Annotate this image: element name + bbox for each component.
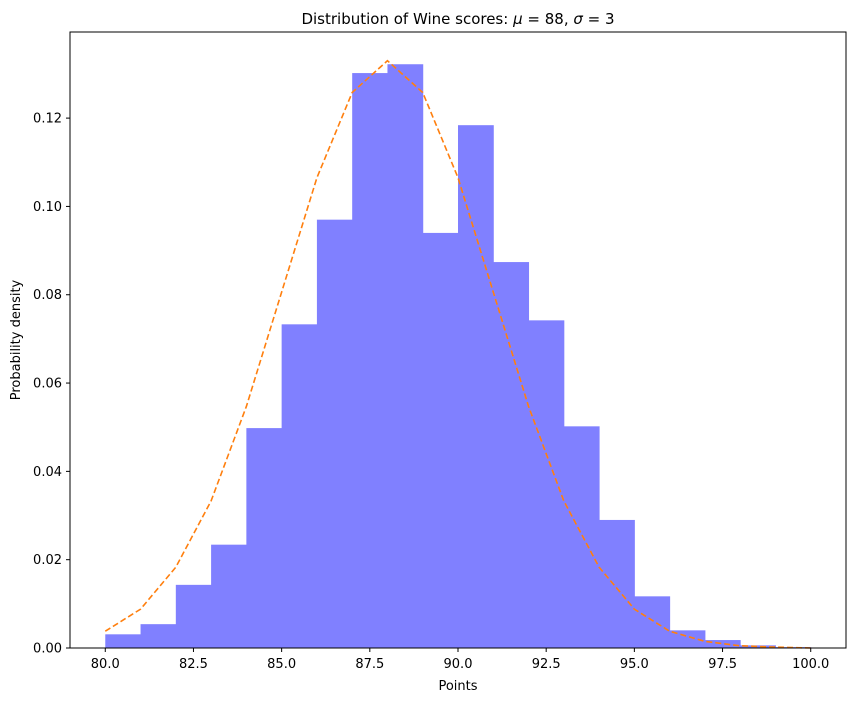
x-axis-ticks: 80.0 82.5 85.0 87.5 90.0 92.5 95.0 97.5 100.0 bbox=[91, 648, 829, 672]
histogram-bar bbox=[704, 640, 741, 648]
y-axis-ticks: 0.00 0.02 0.04 0.06 0.08 0.10 0.12 bbox=[33, 112, 70, 657]
histogram-bar bbox=[175, 584, 212, 648]
y-axis-label: Probability density bbox=[9, 279, 24, 400]
histogram-bar bbox=[634, 596, 671, 648]
chart-title-text: Distribution of Wine scores: bbox=[301, 10, 513, 28]
histogram-bar bbox=[105, 634, 142, 648]
x-tick-label: 82.5 bbox=[179, 657, 208, 672]
histogram-bar bbox=[563, 426, 600, 648]
histogram-bar bbox=[599, 519, 635, 648]
y-tick-label: 0.02 bbox=[33, 553, 62, 568]
histogram-bar bbox=[140, 624, 177, 648]
histogram-bar bbox=[352, 73, 388, 649]
title-mu-value: = 88, bbox=[523, 10, 574, 28]
histogram-bar bbox=[211, 544, 247, 648]
y-tick-label: 0.04 bbox=[33, 465, 62, 480]
y-tick-label: 0.06 bbox=[33, 377, 62, 392]
x-tick-label: 80.0 bbox=[91, 657, 120, 672]
histogram-bar bbox=[281, 324, 318, 648]
x-tick-label: 97.5 bbox=[708, 657, 737, 672]
histogram-bar bbox=[387, 64, 424, 649]
x-tick-label: 85.0 bbox=[267, 657, 296, 672]
histogram-bars bbox=[105, 64, 812, 649]
histogram-bar bbox=[740, 645, 776, 648]
title-sigma-symbol: σ bbox=[573, 10, 583, 28]
normal-curve-line bbox=[104, 59, 811, 649]
histogram-bar bbox=[528, 320, 565, 648]
x-tick-label: 90.0 bbox=[444, 657, 473, 672]
histogram-bar bbox=[669, 630, 706, 648]
normal-curve-layer bbox=[104, 59, 811, 649]
y-tick-label: 0.10 bbox=[33, 200, 62, 215]
chart-title: Distribution of Wine scores: μ = 88, σ =… bbox=[301, 10, 614, 28]
histogram-bar bbox=[246, 428, 283, 648]
x-tick-label: 92.5 bbox=[532, 657, 561, 672]
x-tick-label: 95.0 bbox=[620, 657, 649, 672]
histogram-bar bbox=[316, 219, 353, 648]
y-tick-label: 0.00 bbox=[33, 642, 62, 657]
y-tick-label: 0.12 bbox=[33, 112, 62, 127]
x-tick-label: 87.5 bbox=[355, 657, 384, 672]
histogram-bar bbox=[422, 232, 459, 649]
y-tick-label: 0.08 bbox=[33, 288, 62, 303]
histogram-bar bbox=[458, 125, 494, 649]
x-tick-label: 100.0 bbox=[792, 657, 829, 672]
x-axis-label: Points bbox=[438, 679, 477, 694]
title-mu-symbol: μ bbox=[512, 10, 523, 28]
histogram-bar bbox=[493, 262, 530, 648]
title-sigma-value: = 3 bbox=[583, 10, 615, 28]
